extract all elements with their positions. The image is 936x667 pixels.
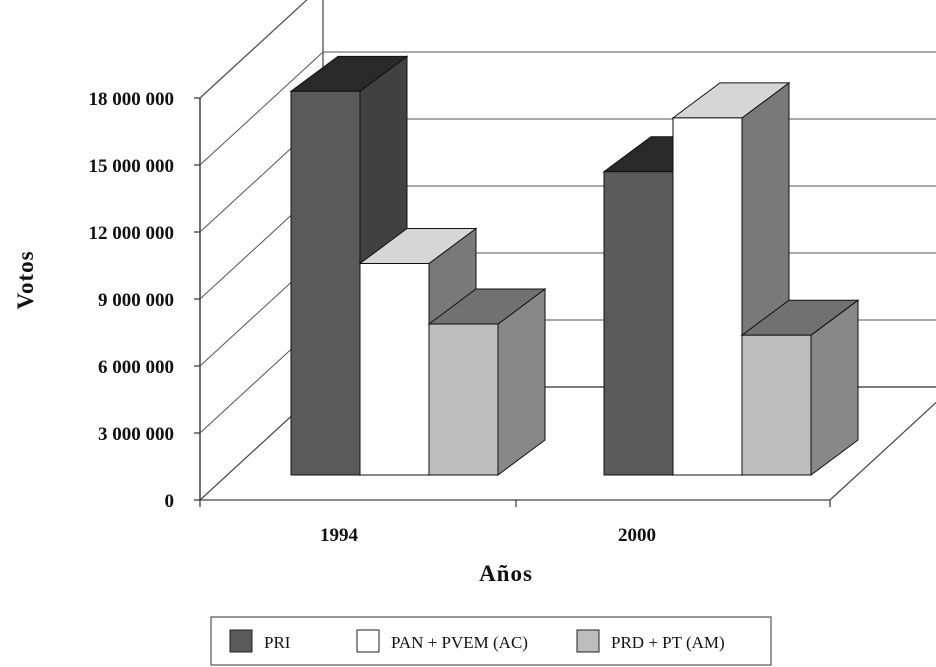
x-tick-label: 2000 (618, 525, 656, 546)
gridline-left (199, 0, 308, 99)
y-tick-label: 18 000 000 (89, 89, 175, 110)
y-tick-label: 9 000 000 (98, 290, 174, 311)
x-tick-label: 1994 (320, 525, 359, 546)
legend-label: PAN + PVEM (AC) (391, 633, 528, 652)
y-tick-label: 3 000 000 (98, 424, 174, 445)
y-tick-label: 0 (165, 491, 175, 512)
y-axis-title: Votos (13, 250, 38, 309)
x-tick-labels: 1994 2000 (199, 500, 831, 546)
bar-2000-2 (740, 299, 860, 476)
y-tick-label: 6 000 000 (98, 357, 174, 378)
legend-swatch (229, 629, 253, 653)
bar-front (290, 90, 361, 476)
y-tick-labels: 0 3 000 000 6 000 000 9 000 000 12 000 000 15… (89, 89, 200, 512)
legend-label: PRI (264, 633, 291, 652)
legend-swatch (356, 629, 380, 653)
bar-front (359, 263, 430, 476)
legend-box (210, 616, 772, 666)
bar-1994-2 (427, 288, 547, 476)
gridline-left (199, 51, 324, 166)
bar-front (428, 323, 499, 476)
legend: PRI PAN + PVEM (AC) PRD + PT (AM) (210, 616, 772, 666)
y-tick-label: 15 000 000 (89, 156, 175, 177)
legend-swatch (576, 629, 600, 653)
bars (289, 55, 860, 476)
bar-front (672, 117, 743, 476)
bar-front (741, 334, 812, 476)
floor (198, 386, 936, 501)
legend-label: PRD + PT (AM) (611, 633, 725, 652)
y-tick-label: 12 000 000 (89, 223, 175, 244)
x-axis-title: Años (479, 561, 533, 586)
bar-front (603, 171, 674, 476)
